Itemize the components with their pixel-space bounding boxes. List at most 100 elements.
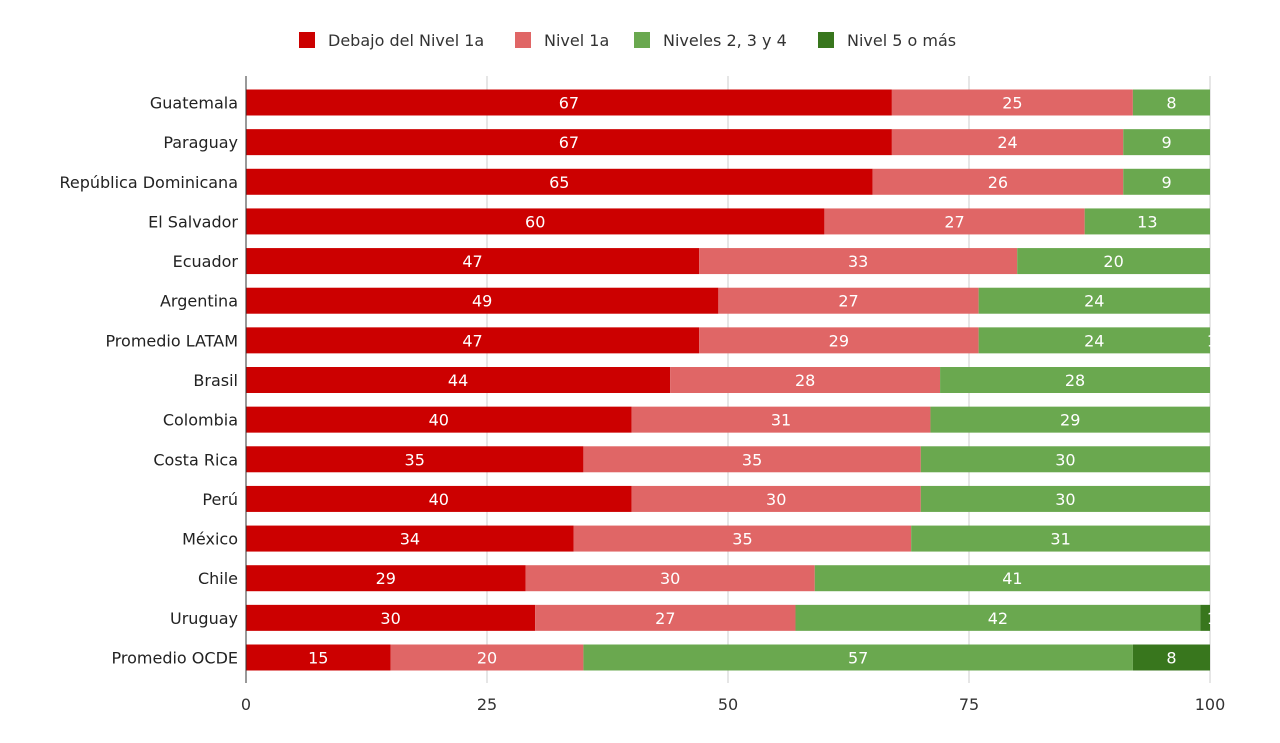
- data-label: 13: [1137, 212, 1157, 231]
- data-label: 34: [400, 530, 420, 549]
- bar-segment: [631, 485, 921, 512]
- x-tick-label: 50: [718, 695, 738, 714]
- category-label: Colombia: [163, 411, 238, 430]
- bar-segment: [246, 129, 892, 156]
- bar-segment: [246, 644, 391, 671]
- data-label: 65: [549, 173, 569, 192]
- data-label: 24: [1084, 292, 1104, 311]
- bar-segment: [246, 367, 671, 393]
- bar-segment: [390, 644, 584, 671]
- bar-segment: [978, 287, 1210, 314]
- data-label: 30: [766, 490, 786, 509]
- bar-segment: [795, 604, 1201, 631]
- bar-segment: [573, 525, 912, 552]
- data-label: 27: [655, 609, 675, 628]
- data-label: 24: [1084, 331, 1104, 350]
- bar-segment: [824, 208, 1085, 235]
- data-label: 35: [742, 450, 762, 469]
- data-label: 42: [988, 609, 1008, 628]
- bar-segment: [246, 446, 584, 473]
- category-label: Guatemala: [150, 94, 238, 113]
- data-label: 27: [838, 292, 858, 311]
- category-label: Perú: [202, 490, 238, 509]
- bar-segment: [1200, 604, 1210, 631]
- bar-segment: [872, 168, 1124, 195]
- bar-segment: [246, 604, 536, 631]
- data-label: 30: [660, 569, 680, 588]
- data-label: 1: [1207, 331, 1217, 350]
- bar-segment: [246, 168, 873, 195]
- bar-segment: [246, 248, 700, 275]
- data-label: 8: [1166, 649, 1176, 668]
- data-label: 9: [1162, 133, 1172, 152]
- data-label: 67: [559, 94, 579, 113]
- bar-segment: [246, 565, 526, 592]
- legend-label: Nivel 5 o más: [847, 31, 956, 50]
- category-label: Promedio LATAM: [105, 331, 238, 350]
- category-label: Uruguay: [170, 609, 238, 628]
- legend-swatch: [818, 32, 834, 48]
- category-label: México: [182, 530, 238, 549]
- bar-segment: [1132, 89, 1210, 116]
- bar-segment: [246, 208, 825, 235]
- data-label: 29: [1060, 411, 1080, 430]
- data-label: 28: [795, 371, 815, 390]
- bar-segment: [246, 327, 700, 354]
- category-label: El Salvador: [148, 212, 238, 231]
- data-label: 40: [429, 411, 449, 430]
- data-label: 29: [829, 331, 849, 350]
- data-label: 31: [1050, 530, 1070, 549]
- axes: 0 25 50 75 100 Guatemala Paraguay República Dom…: [59, 76, 1225, 714]
- bar-segment: [1123, 129, 1210, 156]
- data-label: 35: [405, 450, 425, 469]
- x-tick-label: 0: [241, 695, 251, 714]
- category-label: Chile: [198, 569, 238, 588]
- bar-segment: [1123, 168, 1210, 195]
- bar-segment: [631, 406, 931, 433]
- data-label: 47: [462, 252, 482, 271]
- data-label: 47: [462, 331, 482, 350]
- data-label: 25: [1002, 94, 1022, 113]
- legend-swatch: [515, 32, 531, 48]
- data-label: 31: [771, 411, 791, 430]
- bar-segment: [699, 327, 979, 354]
- data-label: 29: [376, 569, 396, 588]
- bar-segment: [246, 89, 892, 116]
- data-label: 20: [477, 649, 497, 668]
- bar-segment: [891, 89, 1133, 116]
- data-label: 33: [848, 252, 868, 271]
- data-label: 44: [448, 371, 468, 390]
- bar-segment: [583, 446, 921, 473]
- data-label: 60: [525, 212, 545, 231]
- category-label: Promedio OCDE: [112, 649, 238, 668]
- data-label: 40: [429, 490, 449, 509]
- bar-segment: [246, 287, 719, 314]
- legend: Debajo del Nivel 1a Nivel 1a Niveles 2, 3 …: [299, 31, 956, 50]
- bar-segment: [246, 406, 632, 433]
- legend-label: Debajo del Nivel 1a: [328, 31, 484, 50]
- x-tick-label: 75: [959, 695, 979, 714]
- bar-segment: [814, 565, 1210, 592]
- bar-segment: [920, 446, 1210, 473]
- data-label: 9: [1162, 173, 1172, 192]
- bar-segment: [583, 644, 1133, 671]
- data-label: 8: [1166, 94, 1176, 113]
- data-label: 20: [1103, 252, 1123, 271]
- bar-segment: [1132, 644, 1210, 671]
- data-label: 57: [848, 649, 868, 668]
- data-label: 15: [308, 649, 328, 668]
- bar-segment: [718, 287, 979, 314]
- category-label: Brasil: [193, 371, 238, 390]
- data-label: 35: [732, 530, 752, 549]
- x-tick-label: 100: [1195, 695, 1226, 714]
- bar-segment: [525, 565, 815, 592]
- data-label: 49: [472, 292, 492, 311]
- data-label: 1: [1207, 609, 1217, 628]
- legend-swatch: [299, 32, 315, 48]
- bar-segment: [535, 604, 796, 631]
- bar-segment: [246, 485, 632, 512]
- legend-label: Nivel 1a: [544, 31, 609, 50]
- data-label: 28: [1065, 371, 1085, 390]
- category-label: Argentina: [160, 292, 238, 311]
- bar-segment: [670, 367, 941, 393]
